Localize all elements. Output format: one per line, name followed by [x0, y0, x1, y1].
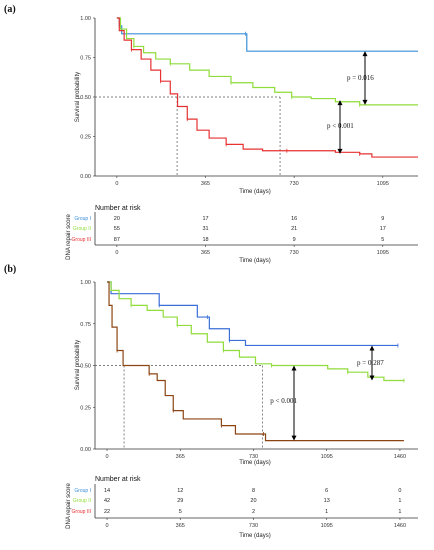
panel-a-risk-table: Number at risk DNA repair score Time (da… — [66, 205, 418, 264]
panel-b-risk-value: 29 — [177, 498, 183, 504]
panel-b-risk-value: 0 — [398, 488, 401, 494]
panel-a-risk-tick-label: 0 — [115, 250, 118, 256]
panel-b-ytick-label: 0.25 — [80, 405, 91, 411]
panel-b-risk-ylabel: DNA repair score — [66, 482, 72, 528]
panel-b-xtick-label: 1095 — [321, 454, 333, 460]
panel-b-ytick-label: 1.00 — [80, 280, 91, 286]
panel-a-plot: Survival probability Time (days) p = 0.0… — [75, 16, 418, 195]
panel-a-risk-value: 18 — [202, 237, 208, 243]
panel-a-pvalue-2: p < 0.001 — [327, 122, 354, 130]
panel-b-risk-value: 12 — [177, 488, 183, 494]
panel-b-risk-tick-label: 1460 — [394, 523, 406, 529]
panel-b-xtick-label: 0 — [106, 454, 109, 460]
panel-b-risk-value: 1 — [398, 509, 401, 515]
panel-b-risk-value: 5 — [179, 509, 182, 515]
panel-a-ytick-label: 0.50 — [80, 95, 91, 101]
panel-a-xtick-label: 0 — [115, 181, 118, 187]
panel-b-ytick-label: 0.50 — [80, 364, 91, 370]
panel-a-arrowhead-up — [362, 51, 368, 57]
panel-b-survival-curve-1 — [107, 281, 398, 347]
panel-a-xtick-label: 365 — [201, 181, 210, 187]
panel-b-arrowhead-down — [291, 435, 297, 441]
panel-b-xtick-label: 365 — [176, 454, 185, 460]
panel-a-xtick-label: 1095 — [377, 181, 389, 187]
panel-b-xlabel: Time (days) — [239, 460, 270, 466]
panel-b-risk-value: 8 — [252, 488, 255, 494]
panel-label-a: (a) — [4, 4, 16, 15]
panel-a-ytick-label: 1.00 — [80, 16, 91, 22]
panel-b-xtick-label: 730 — [249, 454, 258, 460]
panel-b-survival-curve-2 — [107, 281, 404, 382]
panel-b-risk-value: 2 — [252, 509, 255, 515]
panel-a-risk-value: 9 — [381, 216, 384, 222]
panel-b-risk-value: 1 — [325, 509, 328, 515]
panel-a-risk-value: 21 — [291, 226, 297, 232]
panel-a-risk-value: 17 — [380, 226, 386, 232]
panel-a-risk-value: 17 — [202, 216, 208, 222]
panel-b-risk-table: Number at risk DNA repair score Time (da… — [66, 476, 418, 539]
panel-b-plot: Survival probability Time (days) p = 0.2… — [75, 280, 418, 466]
panel-b-ytick-label: 0.00 — [80, 447, 91, 453]
panel-b-arrowhead-up — [369, 345, 375, 351]
panel-b-xtick-label: 1460 — [394, 454, 406, 460]
panel-a-pvalue-1: p = 0.016 — [347, 74, 374, 82]
panel-a-risk-group-label: Group II — [73, 226, 91, 232]
panel-a-risk-value: 20 — [114, 216, 120, 222]
panel-a-risk-value: 55 — [114, 226, 120, 232]
panel-b-ylabel: Survival probability — [75, 340, 81, 390]
panel-label-b: (b) — [4, 264, 16, 275]
panel-a-risk-value: 87 — [114, 237, 120, 243]
panel-a-arrowhead-down — [337, 148, 343, 154]
panel-b-risk-value: 1 — [398, 498, 401, 504]
panel-a-ytick-label: 0.25 — [80, 135, 91, 141]
panel-b-arrowhead-up — [291, 365, 297, 371]
panel-b-ytick-label: 0.75 — [80, 322, 91, 328]
panel-a-risk-tick-label: 1095 — [377, 250, 389, 256]
panel-b-risk-tick-label: 365 — [176, 523, 185, 529]
panel-a-survival-curve-3 — [116, 17, 418, 158]
panel-a-risk-value: 9 — [293, 237, 296, 243]
panel-a-risk-title: Number at risk — [95, 205, 141, 212]
panel-a-risk-value: 31 — [202, 226, 208, 232]
panel-b-risk-tick-label: 1095 — [321, 523, 333, 529]
panel-a-risk-xlabel: Time (days) — [239, 258, 270, 264]
panel-a-ytick-label: 0.75 — [80, 56, 91, 62]
panel-b-risk-group-label: Group I — [74, 488, 91, 494]
panel-a-ytick-label: 0.00 — [80, 174, 91, 180]
panel-a-risk-group-label: Group III — [72, 237, 91, 243]
panel-a-risk-value: 16 — [291, 216, 297, 222]
panel-b-arrowhead-down — [369, 375, 375, 381]
panel-a-survival-curve-2 — [116, 17, 418, 106]
panel-a-risk-ylabel: DNA repair score — [66, 213, 72, 259]
panel-b-risk-xlabel: Time (days) — [239, 533, 270, 539]
panel-a-xlabel: Time (days) — [239, 189, 270, 195]
panel-a-xtick-label: 730 — [290, 181, 299, 187]
panel-a-ylabel: Survival probability — [75, 72, 81, 122]
panel-b-pvalue-2: p < 0.001 — [270, 397, 297, 405]
panel-b-risk-value: 42 — [104, 498, 110, 504]
panel-b-risk-value: 22 — [104, 509, 110, 515]
panel-b-risk-title: Number at risk — [95, 476, 141, 483]
panel-a-arrowhead-down — [362, 99, 368, 105]
panel-b-risk-group-label: Group III — [72, 509, 91, 515]
panel-b-risk-value: 6 — [325, 488, 328, 494]
panel-a-risk-tick-label: 730 — [290, 250, 299, 256]
panel-b-risk-tick-label: 730 — [249, 523, 258, 529]
panel-b-risk-value: 20 — [250, 498, 256, 504]
panel-a-survival-curve-1 — [116, 17, 418, 52]
panel-b-risk-value: 13 — [324, 498, 330, 504]
panel-a-risk-group-label: Group I — [74, 216, 91, 222]
panel-b-risk-value: 14 — [104, 488, 110, 494]
panel-b-risk-tick-label: 0 — [106, 523, 109, 529]
panel-a-risk-value: 5 — [381, 237, 384, 243]
panel-a-arrowhead-up — [337, 100, 343, 106]
panel-a-risk-tick-label: 365 — [201, 250, 210, 256]
panel-b-risk-group-label: Group II — [73, 498, 91, 504]
panel-b-survival-curve-3 — [107, 281, 404, 442]
panel-b-pvalue-1: p = 0.287 — [357, 359, 384, 367]
